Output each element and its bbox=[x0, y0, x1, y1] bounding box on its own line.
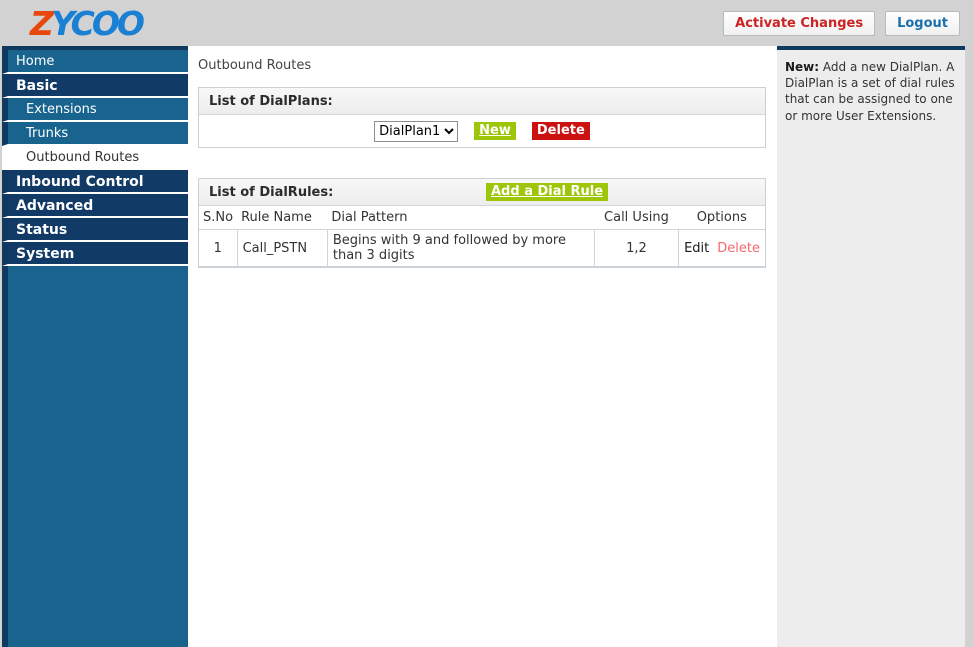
column-header-dial-pattern: Dial Pattern bbox=[327, 206, 595, 230]
delete-dialplan-button[interactable]: Delete bbox=[531, 122, 590, 140]
help-title: New: bbox=[785, 60, 820, 74]
dialrules-table: S.No Rule Name Dial Pattern Call Using O… bbox=[199, 206, 765, 267]
cell-options: Edit Delete bbox=[678, 229, 765, 267]
logout-button[interactable]: Logout bbox=[885, 11, 960, 36]
dialrules-table-header-row: S.No Rule Name Dial Pattern Call Using O… bbox=[199, 206, 765, 230]
delete-rule-link[interactable]: Delete bbox=[717, 240, 760, 256]
sidebar-item-inbound-control[interactable]: Inbound Control bbox=[2, 170, 188, 194]
dialplan-select[interactable]: DialPlan1 bbox=[374, 120, 459, 142]
main-row: Home Basic Extensions Trunks Outbound Ro… bbox=[0, 46, 974, 647]
edit-rule-link[interactable]: Edit bbox=[684, 240, 710, 256]
sidebar-item-system[interactable]: System bbox=[2, 242, 188, 266]
dialplans-panel: List of DialPlans: DialPlan1 New Delete bbox=[198, 87, 766, 148]
header-buttons: Activate Changes Logout bbox=[723, 11, 960, 36]
add-dial-rule-button[interactable]: Add a Dial Rule bbox=[486, 183, 609, 201]
help-text: Add a new DialPlan. A DialPlan is a set … bbox=[785, 60, 955, 123]
column-header-sno: S.No bbox=[199, 206, 238, 230]
cell-sno: 1 bbox=[199, 229, 238, 267]
sidebar-item-status[interactable]: Status bbox=[2, 218, 188, 242]
cell-call-using: 1,2 bbox=[593, 229, 679, 267]
new-dialplan-button[interactable]: New bbox=[474, 122, 516, 140]
logo-letters-ycoo: YCOO bbox=[50, 3, 145, 43]
dialplans-panel-body: DialPlan1 New Delete bbox=[199, 115, 765, 147]
activate-changes-button[interactable]: Activate Changes bbox=[723, 11, 876, 36]
zycoo-logo: ZYCOO bbox=[30, 3, 145, 43]
main-content: Outbound Routes List of DialPlans: DialP… bbox=[188, 46, 777, 647]
page-title: Outbound Routes bbox=[198, 58, 312, 73]
sidebar-item-advanced[interactable]: Advanced bbox=[2, 194, 188, 218]
column-header-call-using: Call Using bbox=[594, 206, 679, 230]
sidebar-filler bbox=[2, 266, 188, 647]
logo-letter-z: Z bbox=[30, 3, 54, 43]
column-header-rule-name: Rule Name bbox=[237, 206, 328, 230]
table-row: 1 Call_PSTN Begins with 9 and followed b… bbox=[199, 229, 765, 267]
right-spacer bbox=[965, 46, 974, 647]
dialplans-header-label: List of DialPlans: bbox=[209, 94, 333, 109]
sidebar-item-trunks[interactable]: Trunks bbox=[2, 122, 188, 146]
cell-rule-name: Call_PSTN bbox=[236, 229, 328, 267]
dialplans-panel-header: List of DialPlans: bbox=[199, 88, 765, 115]
dialrules-header-label: List of DialRules: bbox=[209, 185, 334, 200]
help-panel: New: Add a new DialPlan. A DialPlan is a… bbox=[777, 46, 965, 647]
dialrules-panel: List of DialRules: Add a Dial Rule S.No … bbox=[198, 178, 766, 268]
top-header: ZYCOO Activate Changes Logout bbox=[0, 0, 974, 46]
sidebar-item-outbound-routes[interactable]: Outbound Routes bbox=[2, 146, 188, 170]
sidebar-item-basic[interactable]: Basic bbox=[2, 74, 188, 98]
dialrules-panel-header: List of DialRules: Add a Dial Rule bbox=[199, 179, 765, 206]
sidebar-item-home[interactable]: Home bbox=[2, 50, 188, 74]
sidebar-item-extensions[interactable]: Extensions bbox=[2, 98, 188, 122]
cell-dial-pattern: Begins with 9 and followed by more than … bbox=[326, 229, 595, 267]
column-header-options: Options bbox=[678, 206, 765, 230]
sidebar-nav: Home Basic Extensions Trunks Outbound Ro… bbox=[2, 46, 188, 647]
